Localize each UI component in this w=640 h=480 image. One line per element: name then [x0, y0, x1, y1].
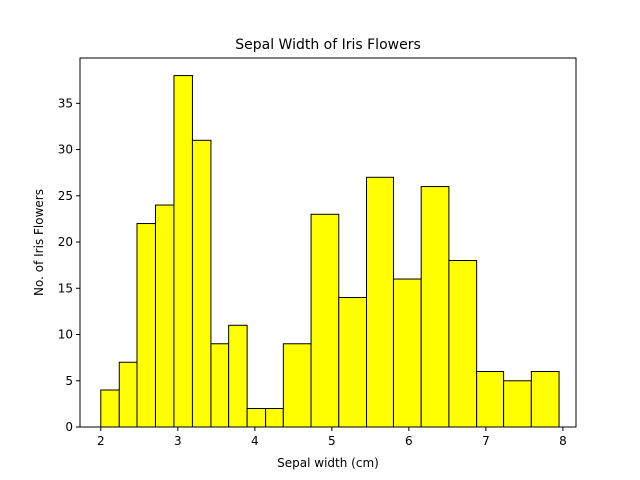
y-tick-label: 0	[65, 420, 73, 434]
x-axis-label: Sepal width (cm)	[277, 456, 379, 470]
histogram-bar	[211, 344, 229, 427]
histogram-bar	[229, 325, 247, 427]
y-tick-label: 25	[58, 189, 73, 203]
histogram-bar	[283, 344, 311, 427]
y-tick-label: 30	[58, 143, 73, 157]
histogram-bar	[137, 224, 155, 427]
y-axis-ticks: 0 5 10 15 20 25 30 35	[58, 96, 80, 434]
x-tick-label: 8	[559, 434, 567, 448]
x-axis-ticks: 2 3 4 5 6 7 8	[97, 427, 567, 448]
x-tick-label: 4	[251, 434, 259, 448]
y-tick-label: 20	[58, 235, 73, 249]
histogram-bar	[192, 140, 210, 427]
x-tick-label: 7	[482, 434, 490, 448]
histogram-bar	[477, 372, 504, 427]
y-tick-label: 35	[58, 96, 73, 110]
histogram-bar	[367, 177, 394, 427]
y-tick-label: 10	[58, 328, 73, 342]
y-tick-label: 15	[58, 281, 73, 295]
y-axis-label: No. of Iris Flowers	[32, 189, 46, 296]
x-tick-label: 2	[97, 434, 105, 448]
histogram-bar	[449, 261, 477, 427]
histogram-bar	[339, 298, 367, 427]
histogram-bar	[421, 187, 449, 427]
histogram-bar	[155, 205, 173, 427]
x-tick-label: 5	[328, 434, 336, 448]
histogram-bar	[247, 409, 265, 427]
histogram-bar	[504, 381, 532, 427]
bars-group	[101, 76, 559, 427]
histogram-bar	[174, 76, 192, 427]
y-tick-label: 5	[65, 374, 73, 388]
chart-title: Sepal Width of Iris Flowers	[235, 37, 421, 53]
histogram-bar	[393, 279, 421, 427]
histogram-bar	[266, 409, 284, 427]
histogram-bar	[531, 372, 559, 427]
x-tick-label: 3	[174, 434, 182, 448]
histogram-bar	[119, 362, 137, 427]
histogram-bar	[101, 390, 119, 427]
x-tick-label: 6	[405, 434, 413, 448]
histogram-bar	[311, 214, 339, 427]
